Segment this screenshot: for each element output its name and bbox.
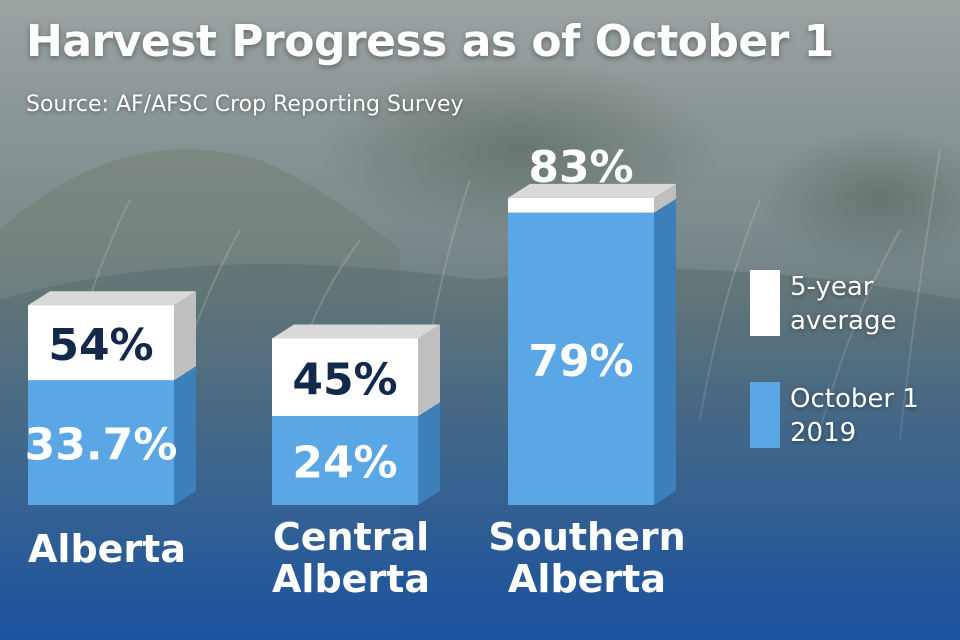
bar-average-0 (28, 305, 174, 381)
legend-label-average-line2: average (790, 306, 897, 336)
bar-side-average-2 (654, 183, 676, 213)
legend-item-current: October 1 2019 (750, 382, 950, 452)
legend-label-current: October 1 2019 (790, 382, 919, 450)
bar-current-1 (272, 416, 418, 505)
bar-side-average-1 (418, 324, 440, 417)
legend-swatch-average (750, 270, 780, 336)
value-label-average-2: 83% (528, 142, 633, 193)
category-label-1-line1: Central (273, 515, 429, 559)
category-label-2-line2: Alberta (508, 557, 666, 601)
bar-average-2 (508, 197, 654, 213)
bar-side-average-0 (174, 291, 196, 381)
bar-top-2 (508, 183, 676, 198)
chart-title: Harvest Progress as of October 1 (26, 16, 834, 67)
category-label-1: Central Alberta (272, 515, 430, 601)
value-label-average-0: 54% (48, 320, 153, 371)
category-label-0: Alberta (28, 527, 186, 571)
legend-label-current-line2: 2019 (790, 418, 857, 448)
bar-current-0 (28, 380, 174, 505)
bar-side-current-0 (174, 366, 196, 505)
bar-top-1 (272, 324, 440, 339)
legend-label-average-line1: 5-year (790, 272, 874, 302)
bar-side-current-2 (654, 198, 676, 505)
bar-current-2 (508, 212, 654, 505)
bar-side-current-1 (418, 402, 440, 505)
value-label-current-0: 33.7% (25, 420, 178, 471)
category-label-0-line1: Alberta (28, 527, 186, 571)
category-label-1-line2: Alberta (272, 557, 430, 601)
legend-label-current-line1: October 1 (790, 384, 919, 414)
category-label-2-line1: Southern (488, 515, 685, 559)
bar-average-1 (272, 338, 418, 417)
legend-item-average: 5-year average (750, 270, 950, 340)
value-label-average-1: 45% (292, 354, 397, 405)
value-label-current-1: 24% (292, 438, 397, 489)
category-label-2: Southern Alberta (488, 515, 685, 601)
chart-source: Source: AF/AFSC Crop Reporting Survey (26, 92, 464, 117)
bar-top-0 (28, 291, 196, 306)
legend-label-average: 5-year average (790, 270, 896, 338)
legend-swatch-current (750, 382, 780, 448)
value-label-current-2: 79% (528, 336, 633, 387)
